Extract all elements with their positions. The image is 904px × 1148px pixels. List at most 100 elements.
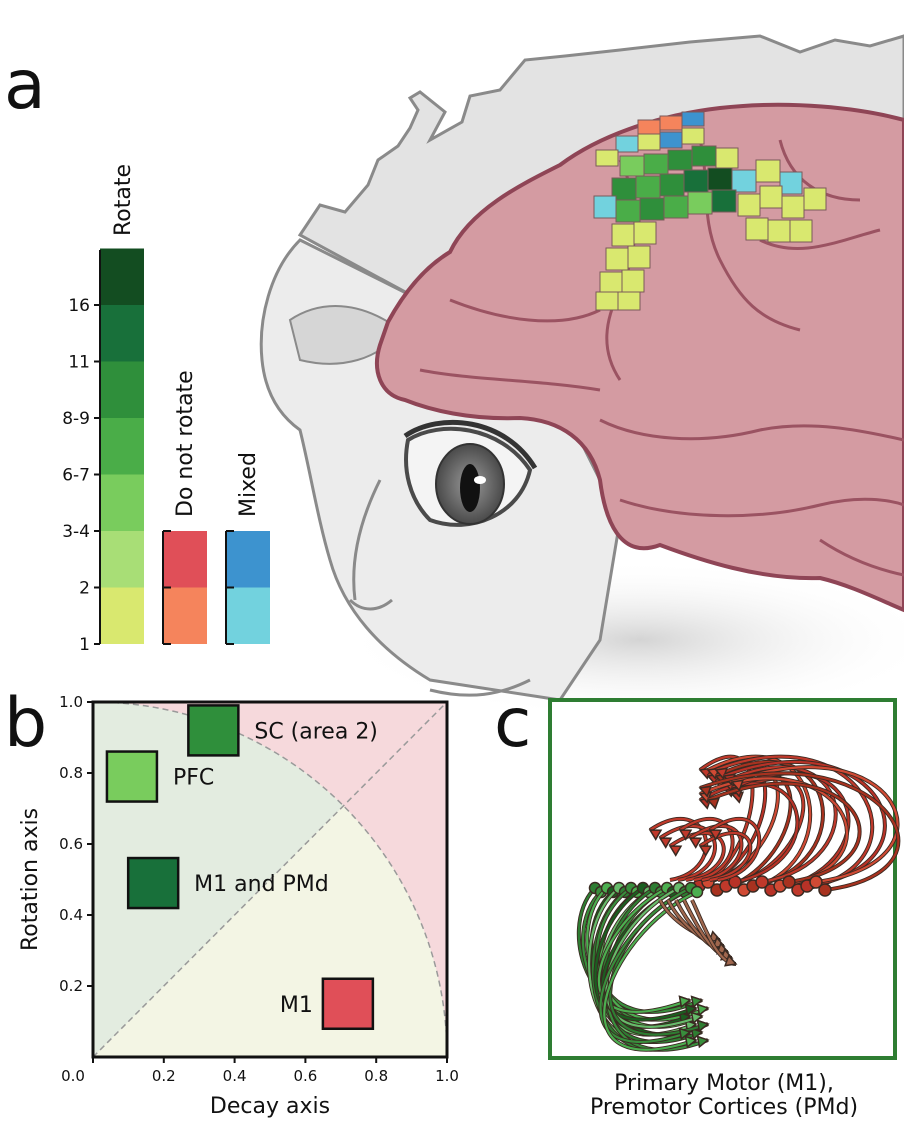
panel-c-caption-line2: Premotor Cortices (PMd) (590, 1095, 858, 1120)
data-point-label: PFC (173, 766, 214, 791)
unit-circle-arc (92, 701, 448, 1058)
cortex-tile-grid (593, 111, 827, 311)
rotate-bar-segment (100, 587, 144, 644)
rotate-color-bar (100, 248, 144, 644)
trajectory-path (699, 832, 752, 882)
neural-trajectories-panel (548, 698, 901, 1060)
legend-rotate-label: Rotate (111, 164, 136, 236)
legend-do-not-rotate-label: Do not rotate (173, 370, 198, 517)
panel-a-letter: a (4, 46, 46, 125)
legend-do-not-rotate: Do not rotate (162, 370, 207, 645)
rotate-bar-segment (100, 361, 144, 418)
data-point (187, 704, 240, 757)
trajectory-path (707, 755, 812, 892)
trajectory-arrowhead (678, 995, 692, 1009)
rotate-tick-label: 1 (79, 635, 90, 655)
legend-bar-segment (163, 587, 207, 644)
trajectory-path (599, 886, 692, 1043)
y-tick-label: 0.8 (59, 764, 83, 782)
trajectory-arrows (576, 754, 901, 1052)
rotate-tick-label: 6-7 (62, 466, 90, 486)
trajectory-arrowhead (668, 845, 683, 857)
trajectory-path (715, 760, 824, 888)
y-tick-label: 1.0 (59, 693, 83, 711)
diagonal-line (92, 701, 448, 1058)
legend-rotate: Rotate 1 2 3-4 6-7 8-9 11 16 (62, 164, 144, 655)
trajectory-start-dot (690, 885, 704, 899)
legend-bar-segment (226, 587, 270, 644)
legend-mixed-label: Mixed (236, 452, 261, 517)
data-point-label: M1 and PMd (194, 872, 329, 897)
rotate-tick-label: 2 (79, 579, 90, 599)
trajectory-arrowhead (696, 1003, 710, 1017)
x-tick-label: 0.4 (223, 1067, 247, 1085)
nose-ridge (348, 479, 393, 611)
trajectory-path (679, 817, 734, 882)
do-not-rotate-color-bar (162, 530, 207, 645)
trajectory-arrowhead (690, 1011, 704, 1025)
legend-mixed: Mixed (225, 452, 270, 645)
trajectory-start-dot (782, 875, 796, 889)
y-tick-label: 0.2 (59, 977, 83, 995)
brain-illustration (375, 102, 904, 613)
rotate-tick-label: 16 (68, 296, 90, 316)
trajectory-arrowhead (690, 995, 704, 1009)
x-axis-label: Decay axis (210, 1094, 330, 1119)
legend-bar-segment (226, 531, 270, 588)
trajectory-arrowhead (706, 797, 721, 810)
trajectory-arrowhead (698, 785, 713, 798)
data-point (105, 750, 159, 803)
panel-b-letter: b (4, 684, 47, 763)
trajectory-path (649, 817, 708, 882)
scatter-chart: SC (area 2) PFC M1 and PMd M1 0.0 0.2 0.4 0.6 0… (18, 693, 459, 1119)
trajectory-arrowhead (708, 829, 723, 841)
y-tick-label: 0.4 (59, 906, 83, 924)
chart-frame (91, 700, 449, 1059)
rotate-bar-segment (100, 531, 144, 588)
trajectory-arrowhead (678, 829, 693, 841)
x-tick-label: 0.0 (61, 1067, 85, 1085)
trajectory-start-dot (809, 875, 823, 889)
trajectory-arrowhead (658, 837, 673, 849)
trajectory-path (605, 887, 703, 1028)
trajectory-path (707, 782, 861, 884)
rotate-bar-segment (100, 305, 144, 362)
data-point-label: M1 (280, 993, 313, 1018)
trajectory-arrowhead (696, 1035, 710, 1049)
trajectory-path (699, 772, 900, 892)
rotate-tick-labels: 1 2 3-4 6-7 8-9 11 16 (62, 250, 101, 655)
trajectory-arrowhead (690, 1027, 704, 1041)
data-point (321, 977, 375, 1030)
trajectory-arrowhead (723, 954, 738, 967)
trajectory-arrowhead (688, 837, 703, 849)
trajectory-arrowhead (678, 1027, 692, 1041)
trajectory-arrowhead (730, 779, 745, 792)
legend-bar-segment (163, 531, 207, 588)
panel-c-caption-line1: Primary Motor (M1), (614, 1071, 834, 1096)
trajectory-path (731, 766, 899, 884)
x-tick-label: 0.8 (364, 1067, 388, 1085)
trajectory-start-dot (755, 875, 769, 889)
y-axis-label: Rotation axis (18, 808, 43, 951)
trajectory-path (597, 887, 691, 1013)
data-point-label: SC (area 2) (254, 719, 378, 744)
rotate-bar-segment (100, 474, 144, 531)
rotate-tick-label: 11 (68, 353, 90, 373)
trajectory-arrowhead (684, 1035, 698, 1049)
x-tick-label: 0.2 (152, 1067, 176, 1085)
trajectory-arrowhead (648, 829, 663, 841)
rotate-bar-segment (100, 248, 144, 305)
trajectory-path (709, 817, 761, 882)
trajectory-arrowhead (696, 1019, 710, 1033)
mouth-line (429, 678, 531, 697)
mixed-color-bar (225, 530, 270, 645)
trajectory-path (603, 890, 698, 1051)
rotate-bar-segment (100, 418, 144, 475)
rotate-tick-label: 3-4 (62, 522, 90, 542)
panel-c-letter: c (494, 684, 531, 763)
rotate-tick-label: 8-9 (62, 409, 90, 429)
trajectory-arrowhead (698, 845, 713, 857)
y-tick-label: 0.6 (59, 835, 83, 853)
x-tick-label: 0.6 (293, 1067, 317, 1085)
